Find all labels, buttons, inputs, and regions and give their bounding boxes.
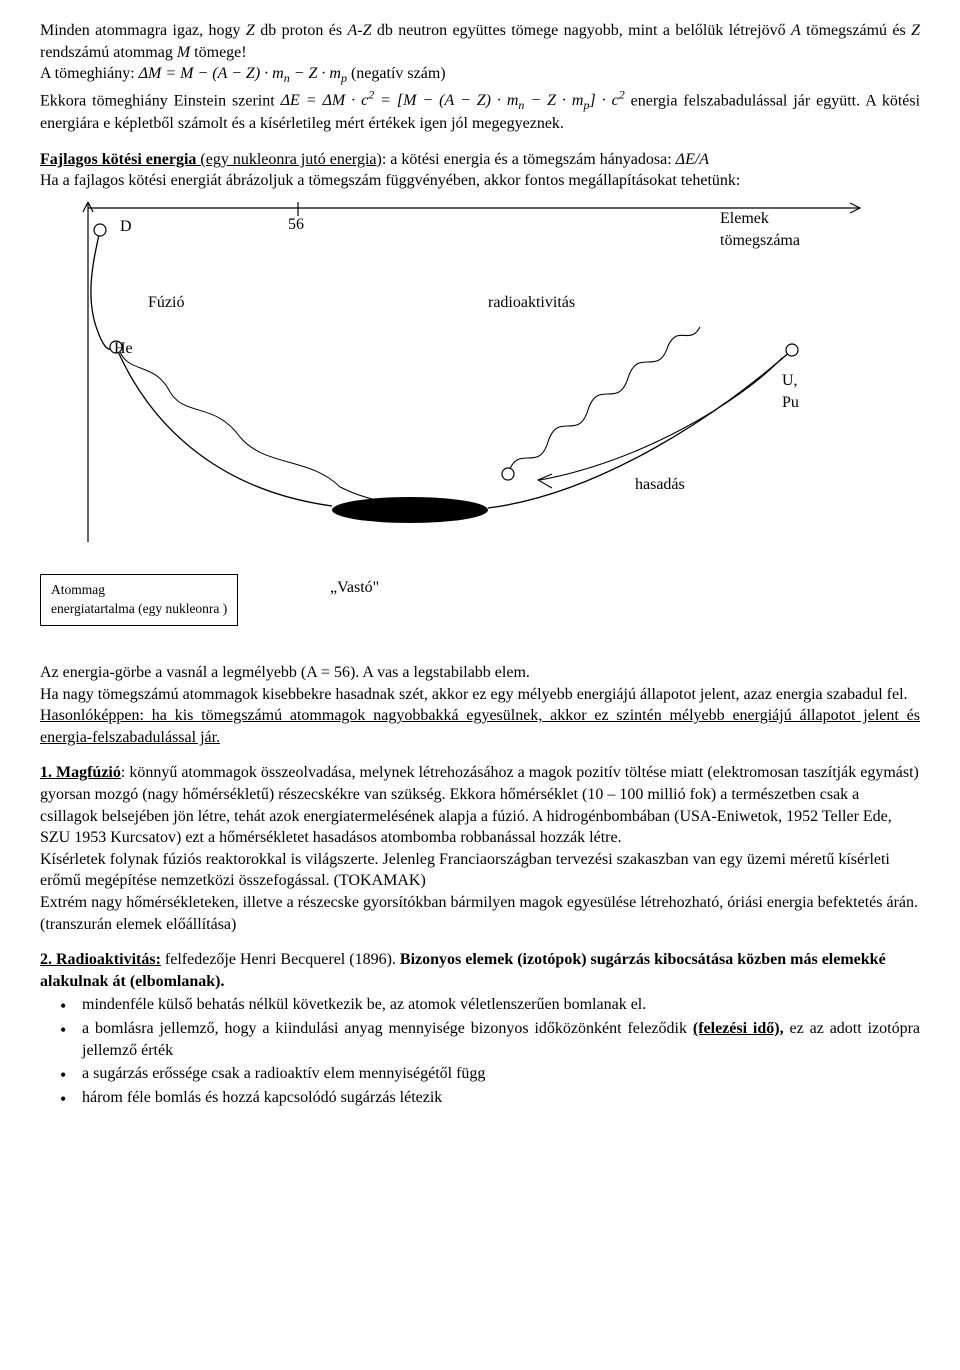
section-radioaktivitas: 2. Radioaktivitás: felfedezője Henri Bec… <box>40 949 920 992</box>
paragraph-extreme: Extrém nagy hőmérsékleteken, illetve a r… <box>40 892 920 935</box>
bullet-2: a bomlásra jellemző, hogy a kiindulási a… <box>60 1018 920 1061</box>
binding-energy-diagram: D 56 Elemek tömegszáma Fúzió He radioakt… <box>40 202 920 642</box>
label-fuzio: Fúzió <box>148 292 184 314</box>
bullet-3: a sugárzás erőssége csak a radioaktív el… <box>60 1063 920 1085</box>
paragraph-plot-intro: Ha a fajlagos kötési energiát ábrázoljuk… <box>40 170 920 192</box>
bullet-list: mindenféle külső behatás nélkül következ… <box>40 994 920 1108</box>
label-56: 56 <box>288 214 304 236</box>
box-atommag: Atommag energiatartalma (egy nukleonra ) <box>40 574 238 626</box>
label-u-pu: U, Pu <box>782 370 799 413</box>
label-vasto: „Vastó" <box>330 577 379 599</box>
paragraph-binding-energy: Fajlagos kötési energia (egy nukleonra j… <box>40 149 920 171</box>
bullet-4: három féle bomlás és hozzá kapcsolódó su… <box>60 1087 920 1109</box>
paragraph-mass: Minden atommagra igaz, hogy Z db proton … <box>40 20 920 63</box>
label-d: D <box>120 216 132 238</box>
formula-delta-m: ΔM = M − (A − Z) · mn − Z · mp <box>139 65 347 82</box>
formula-delta-e: ΔE = ΔM · c2 = [M − (A − Z) · mn − Z · m… <box>281 92 625 109</box>
bullet-1: mindenféle külső behatás nélkül következ… <box>60 994 920 1016</box>
section-magfuzio: 1. Magfúzió: könnyű atommagok összeolvad… <box>40 762 920 848</box>
paragraph-fission-text: Ha nagy tömegszámú atommagok kisebbekre … <box>40 684 920 706</box>
paragraph-iron: Az energia-görbe a vasnál a legmélyebb (… <box>40 662 920 684</box>
label-hasadas: hasadás <box>635 474 685 496</box>
formula-de-over-a: ΔE/A <box>676 151 709 168</box>
label-radio: radioaktivitás <box>488 292 575 314</box>
label-he: He <box>114 338 133 360</box>
paragraph-einstein: Ekkora tömeghiány Einstein szerint ΔE = … <box>40 87 920 135</box>
paragraph-mass-defect: A tömeghiány: ΔM = M − (A − Z) · mn − Z … <box>40 63 920 86</box>
label-elemek: Elemek tömegszáma <box>720 208 800 251</box>
paragraph-tokamak: Kísérletek folynak fúziós reaktorokkal i… <box>40 849 920 892</box>
paragraph-fusion-text: Hasonlóképpen: ha kis tömegszámú atommag… <box>40 705 920 748</box>
